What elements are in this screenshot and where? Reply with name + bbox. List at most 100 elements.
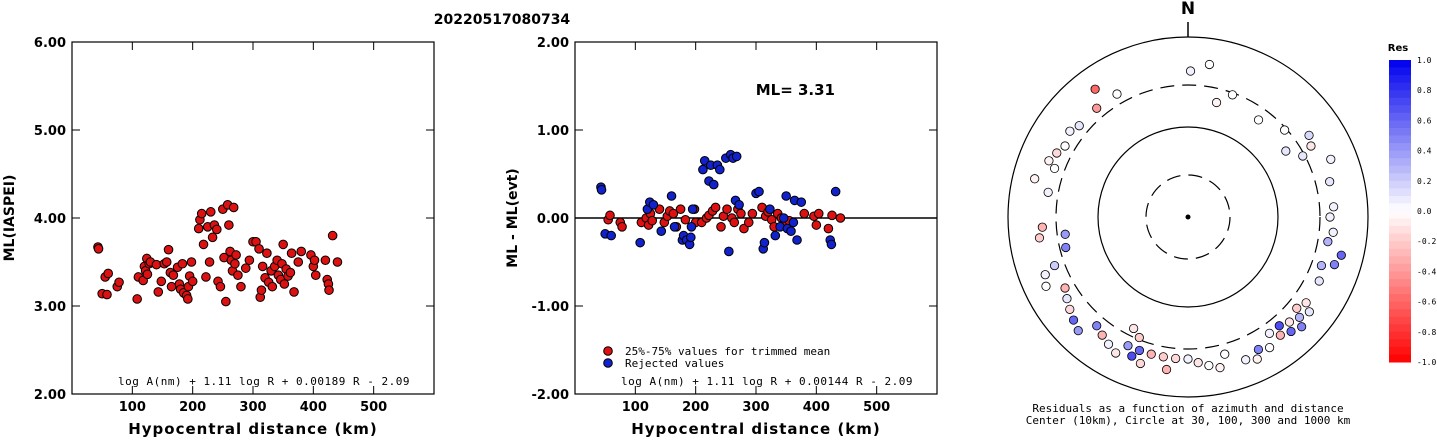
data-point [114,277,124,288]
colorbar-segment [1389,316,1411,325]
data-point [103,268,113,279]
data-point [286,248,297,258]
data-point [132,294,142,304]
station-point [1328,227,1338,237]
data-point [207,232,218,243]
data-point [786,226,796,236]
colorbar-title: Res [1388,43,1408,54]
colorbar-segment [1389,339,1411,348]
colorbar-segment [1389,324,1411,333]
polar-caption-2: Center (10km), Circle at 30, 100, 300 an… [1026,414,1351,427]
data-point [811,220,822,230]
north-label: N [1181,0,1195,19]
colorbar-segment [1389,226,1411,235]
y-tick-label: 5.00 [34,124,66,139]
colorbar-segment [1389,180,1411,189]
colorbar-segment [1389,82,1411,91]
station-point [1252,354,1262,364]
data-point [201,272,211,282]
station-point [1325,212,1335,222]
station-point [1068,315,1079,325]
colorbar-segment [1389,90,1411,99]
x-tick-label: 300 [742,400,769,415]
colorbar-segment [1389,165,1411,174]
data-point [293,257,304,267]
data-point [279,279,290,289]
data-point [233,270,243,281]
colorbar-tick-label: 0.8 [1417,86,1432,95]
station-point [1129,323,1139,334]
data-point [296,246,307,257]
station-point [1275,330,1285,340]
data-point [289,287,299,297]
station-point [1292,303,1302,313]
station-point [1326,154,1336,164]
data-point [736,208,746,219]
data-point [606,230,617,241]
colorbar-segment [1389,211,1411,220]
station-point [1103,339,1114,349]
y-tick-label: 3.00 [34,300,66,315]
colorbar-tick-label: -1.0 [1417,358,1436,367]
colorbar-tick-label: -0.8 [1417,328,1436,337]
data-point [716,222,726,232]
data-point [196,208,207,219]
colorbar-segment [1389,127,1411,136]
station-point [1329,259,1340,270]
data-point [204,257,215,267]
data-point [153,287,164,297]
ring-300km [1055,84,1321,350]
data-point [617,222,627,232]
data-point [163,244,174,255]
station-point [1037,222,1047,232]
station-point [1304,307,1314,317]
data-point [254,244,264,254]
colorbar-segment [1389,67,1411,76]
station-point [1134,332,1144,343]
y-tick-label: 2.00 [34,388,66,403]
station-point [1265,342,1275,353]
colorbar-segment [1389,256,1411,265]
data-point [666,191,677,201]
station-point [1061,242,1071,253]
colorbar-segment [1389,346,1411,355]
station-point [1286,326,1296,337]
data-point [675,204,686,214]
data-point [813,208,824,219]
data-point [285,267,296,278]
x-tick-label: 400 [300,400,327,415]
polar-chart: N Residuals as a function of azimuth and … [1007,0,1369,427]
colorbar-tick-label: 0.0 [1417,207,1432,216]
data-point [710,202,721,213]
data-point [647,215,658,226]
colorbar-segment [1389,105,1411,114]
data-point [759,237,770,248]
colorbar-segment [1389,158,1411,167]
legend-marker [603,346,613,356]
data-point [142,269,153,280]
data-point [224,220,234,230]
data-point [635,237,645,248]
x-tick-label: 400 [803,400,830,415]
y-tick-label: 1.00 [537,124,569,139]
data-point [739,223,749,234]
data-point [708,179,719,190]
x-tick-label: 300 [239,400,266,415]
x-tick-label: 100 [119,400,146,415]
station-point [1304,130,1314,140]
station-point [1092,103,1102,113]
station-point [1211,97,1222,108]
x-tick-label: 200 [682,400,709,415]
colorbar-segment [1389,135,1411,144]
station-point [1073,326,1083,336]
ring-100km [1097,126,1279,308]
data-point [215,281,226,292]
data-point [715,164,725,175]
station-point [1049,163,1060,174]
station-point [1090,84,1100,94]
station-point [1065,126,1075,136]
data-point [168,270,179,281]
station-point [1161,364,1172,375]
colorbar-segment [1389,112,1411,121]
data-point [231,250,241,260]
